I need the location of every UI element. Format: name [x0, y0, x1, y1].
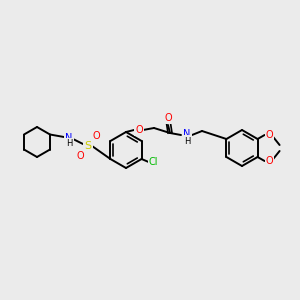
- Text: N: N: [65, 133, 73, 143]
- Text: O: O: [266, 156, 273, 166]
- Text: O: O: [135, 125, 143, 135]
- Text: Cl: Cl: [149, 157, 158, 167]
- Text: H: H: [66, 140, 72, 148]
- Text: O: O: [164, 113, 172, 123]
- Text: O: O: [92, 131, 100, 141]
- Text: S: S: [84, 141, 92, 151]
- Text: O: O: [266, 130, 273, 140]
- Text: O: O: [76, 151, 84, 161]
- Text: N: N: [183, 129, 191, 139]
- Text: H: H: [184, 136, 190, 146]
